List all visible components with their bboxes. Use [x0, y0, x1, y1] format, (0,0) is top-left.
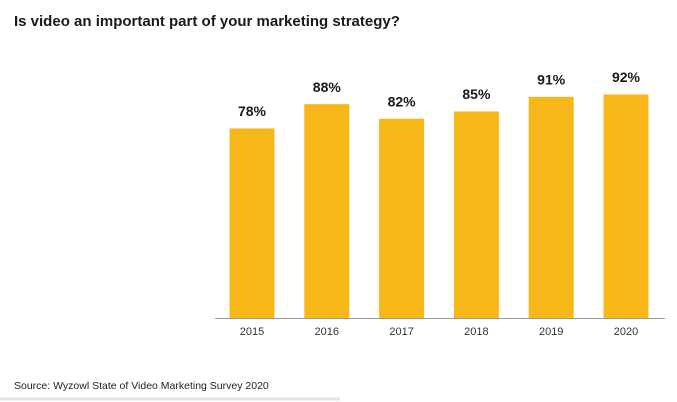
bar — [603, 94, 649, 318]
value-label: 78% — [238, 103, 267, 119]
value-label: 82% — [388, 93, 417, 109]
x-tick-label: 2015 — [240, 326, 264, 338]
bar — [229, 128, 275, 318]
value-label: 88% — [313, 79, 342, 95]
value-label: 92% — [612, 69, 641, 85]
bar — [453, 111, 499, 318]
bar — [304, 104, 350, 318]
bar — [528, 96, 574, 319]
x-tick-label: 2017 — [389, 326, 413, 338]
x-tick-label: 2020 — [614, 326, 638, 338]
chart-title: Is video an important part of your marke… — [14, 13, 400, 30]
value-label: 91% — [537, 72, 566, 88]
value-label: 85% — [462, 86, 491, 102]
x-tick-label: 2019 — [539, 326, 563, 338]
x-tick-label: 2016 — [315, 326, 339, 338]
bar — [379, 118, 425, 319]
source-note: Source: Wyzowl State of Video Marketing … — [14, 380, 269, 392]
x-tick-label: 2018 — [464, 326, 488, 338]
